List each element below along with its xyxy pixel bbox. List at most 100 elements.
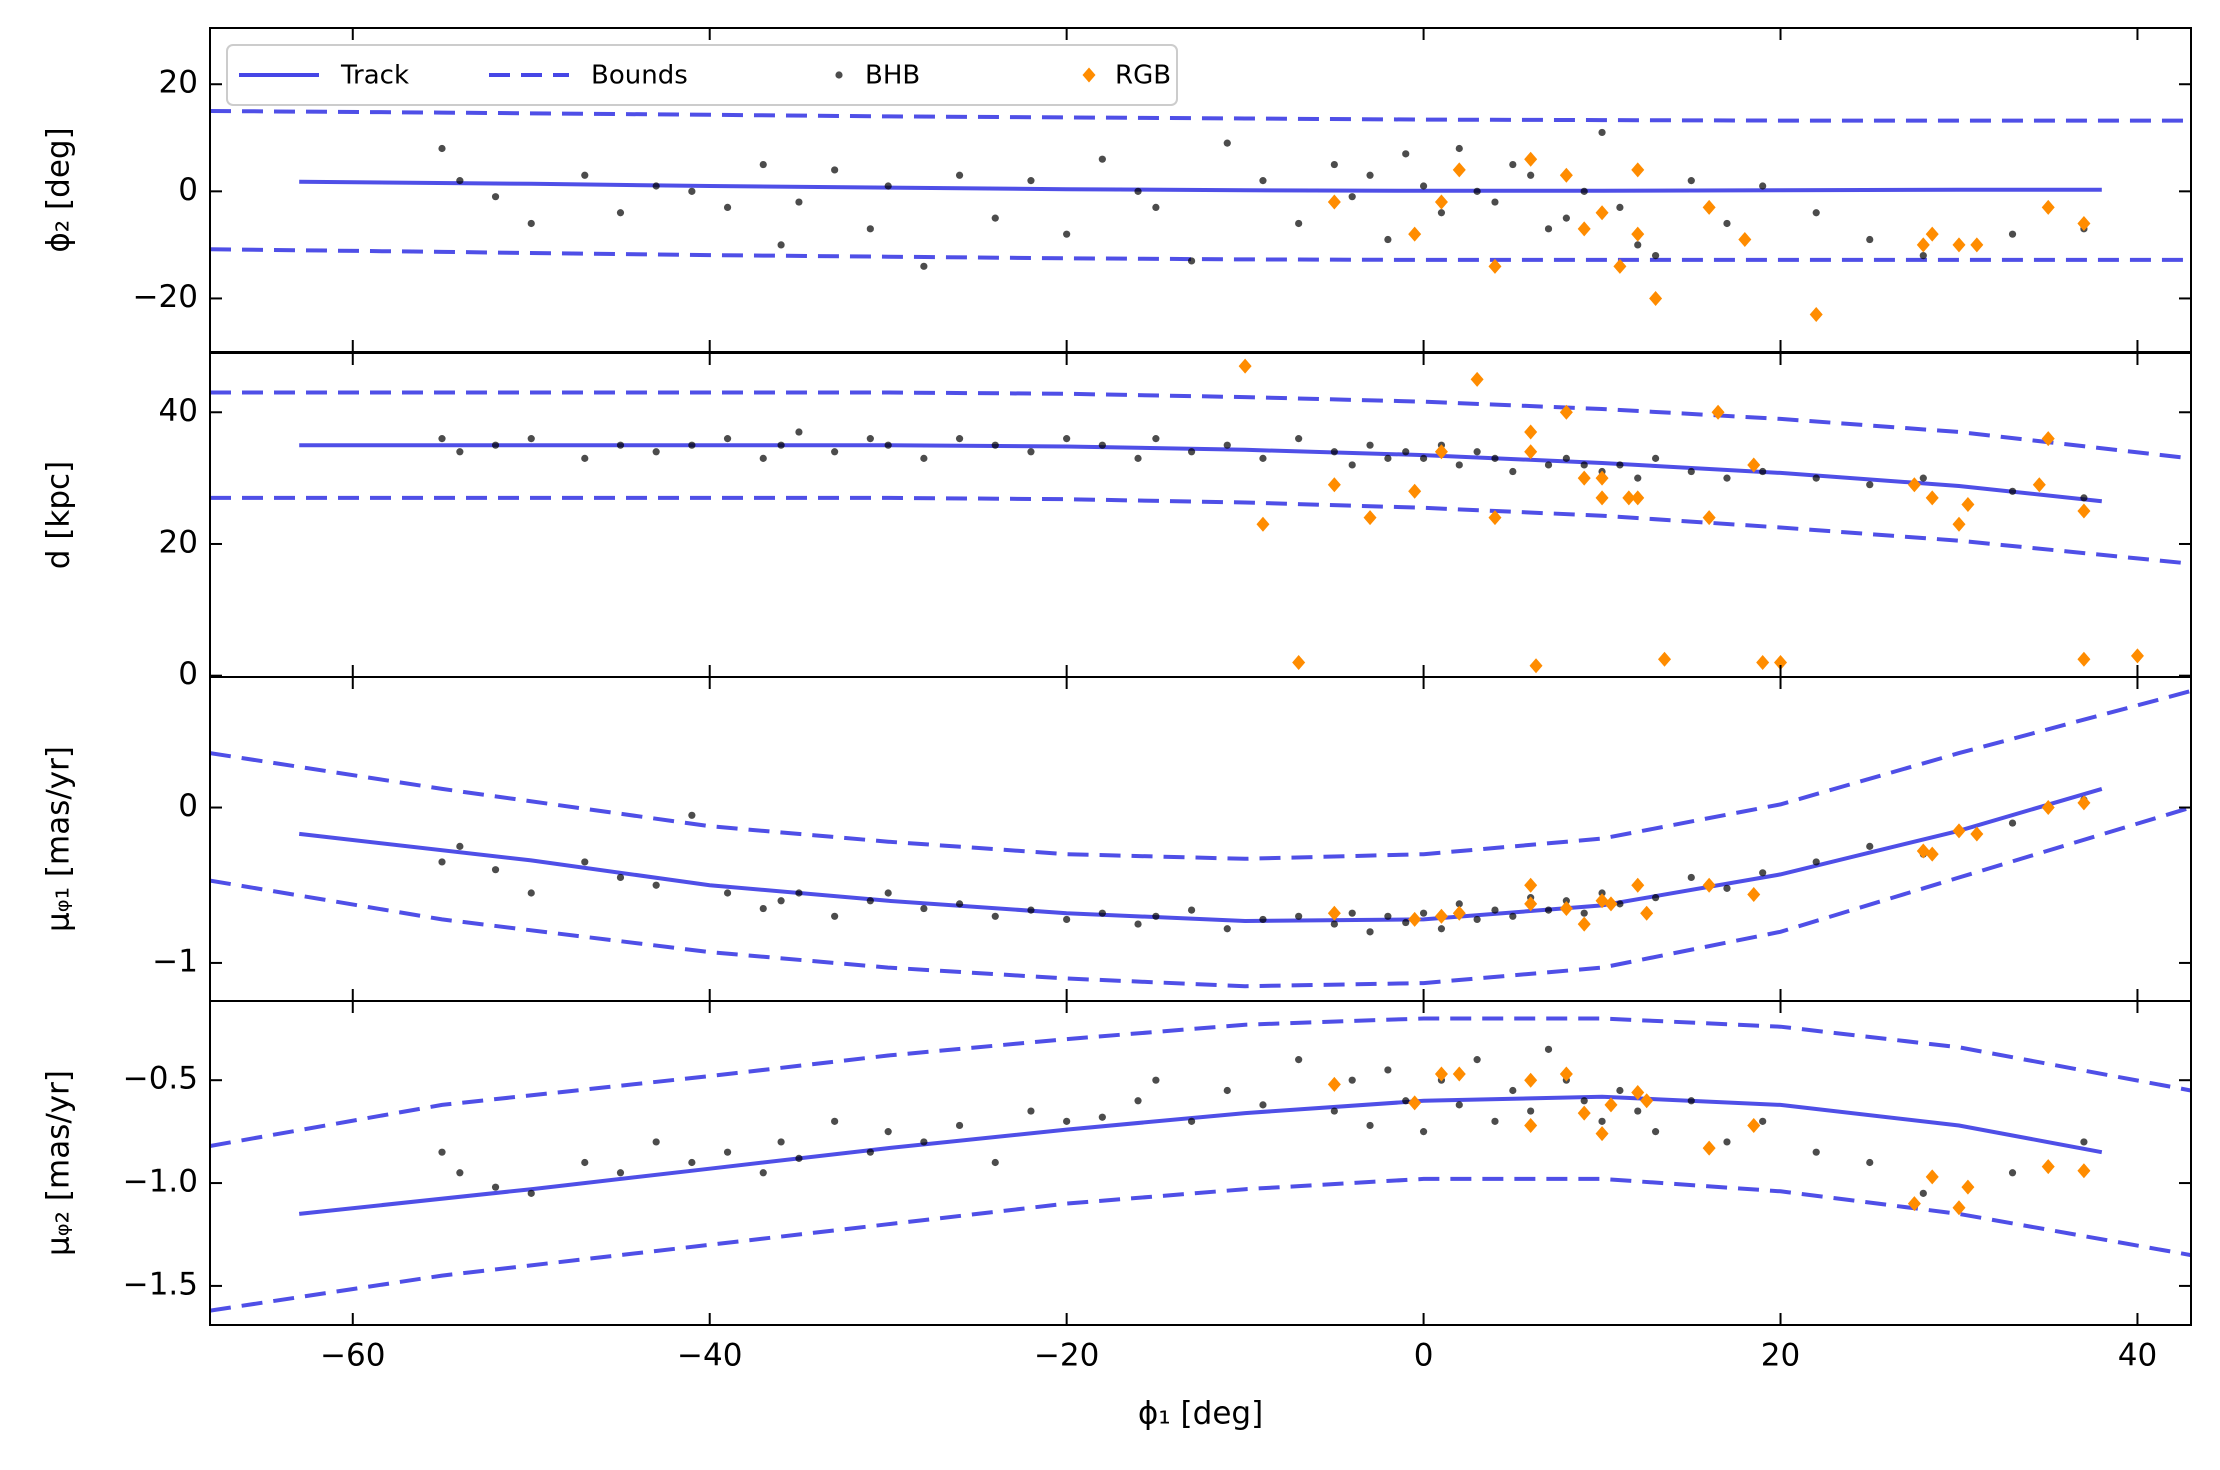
rgb-point [1604,896,1618,912]
rgb-point [1434,908,1448,924]
rgb-point [1595,1126,1609,1142]
rgb-point [1327,1076,1341,1092]
bhb-point [1455,1101,1463,1109]
rgb-point [1970,237,1984,253]
legend-swatch [1082,67,1096,83]
bhb-point [1348,909,1356,917]
bhb-point [652,1138,660,1146]
bhb-point [759,454,767,462]
rgb-point [2041,431,2055,447]
rgb-point [1327,194,1341,210]
rgb-point [1702,510,1716,526]
bhb-point [1723,884,1731,892]
rgb-point [1559,901,1573,917]
bhb-point [1616,203,1624,212]
bhb-point [1455,461,1463,469]
bhb-point [1562,454,1570,462]
bhb-point [527,435,535,443]
bhb-point [1509,912,1517,920]
rgb-point [1327,905,1341,921]
bhb-point [1491,906,1499,914]
bhb-point [1598,1117,1606,1125]
bhb-point [1651,894,1660,902]
rgb-point [1529,658,1543,674]
bhb-point [1063,435,1071,443]
y-tick-label: 0 [178,172,198,208]
bhb-point [991,912,999,920]
axes-frame [209,352,2192,678]
bhb-point [1419,909,1428,917]
rgb-point [1738,232,1752,248]
axes-frame [209,676,2192,1002]
bhb-point [1027,906,1035,914]
bhb-point [1919,474,1927,482]
rgb-point [1925,1169,1939,1185]
bhb-point [1134,920,1142,928]
bhb-point [723,1148,732,1156]
bhb-point [1259,915,1267,924]
bhb-point [831,166,839,174]
rgb-point [2032,477,2046,493]
bhb-point [2008,1169,2017,1177]
bhb-point [1866,842,1874,850]
bhb-point [2008,487,2017,495]
bhb-point [1348,193,1356,201]
bhb-point [1616,461,1624,469]
bhb-point [1598,889,1606,897]
bhb-point [1687,467,1695,476]
legend-label: BHB [865,61,920,91]
bhb-point [1437,209,1446,217]
rgb-point [1649,290,1663,306]
bhb-point [1687,1097,1695,1105]
rgb-point [1631,1085,1645,1101]
rgb-point [1524,444,1538,460]
bhb-point [1027,448,1035,456]
legend-swatch [835,71,843,79]
bhb-point [456,177,464,185]
rgb-point [1470,371,1484,387]
plot-area [210,109,2191,323]
bhb-point [1419,454,1428,462]
bhb-point [1509,467,1517,476]
bhb-point [1509,160,1517,169]
rgb-point [2077,651,2091,667]
bhb-point [652,448,660,456]
bhb-point [438,858,446,866]
rgb-point [2077,795,2091,811]
bhb-point [884,182,892,190]
track-line [299,443,2103,504]
bhb-point [759,1169,767,1177]
rgb-point [1622,490,1636,506]
y-tick-label: −20 [133,279,198,315]
bhb-point [581,171,589,179]
bhb-point [688,187,696,195]
bhb-point [491,193,500,201]
bhb-point [1634,1107,1642,1115]
bhb-point [1473,187,1481,195]
bhb-point [1027,1107,1035,1115]
bhb-point [1616,1086,1624,1095]
bhb-point [1366,441,1374,449]
bhb-point [1812,474,1820,482]
bhb-point [1384,912,1392,920]
bhb-point [955,171,964,179]
bhb-point [1580,1097,1588,1105]
bhb-point [1580,461,1588,469]
bhb-point [1455,144,1463,153]
bhb-point [831,912,839,920]
bhb-point [456,842,464,850]
rgb-point [1524,1072,1538,1088]
bhb-point [1473,448,1481,456]
bhb-point [1527,171,1535,179]
bhb-point [1152,435,1160,443]
rgb-point [1434,1066,1448,1082]
y-tick-label: −0.5 [123,1061,198,1097]
rgb-point [2077,503,2091,519]
bhb-point [1687,873,1695,882]
bhb-point [1651,252,1660,260]
bhb-point [1348,1076,1356,1084]
bhb-point [1330,1107,1338,1115]
y-axis-label: μᵩ₂ [mas/yr] [41,1070,77,1256]
rgb-point [1559,1066,1573,1082]
bhb-point [688,441,696,449]
